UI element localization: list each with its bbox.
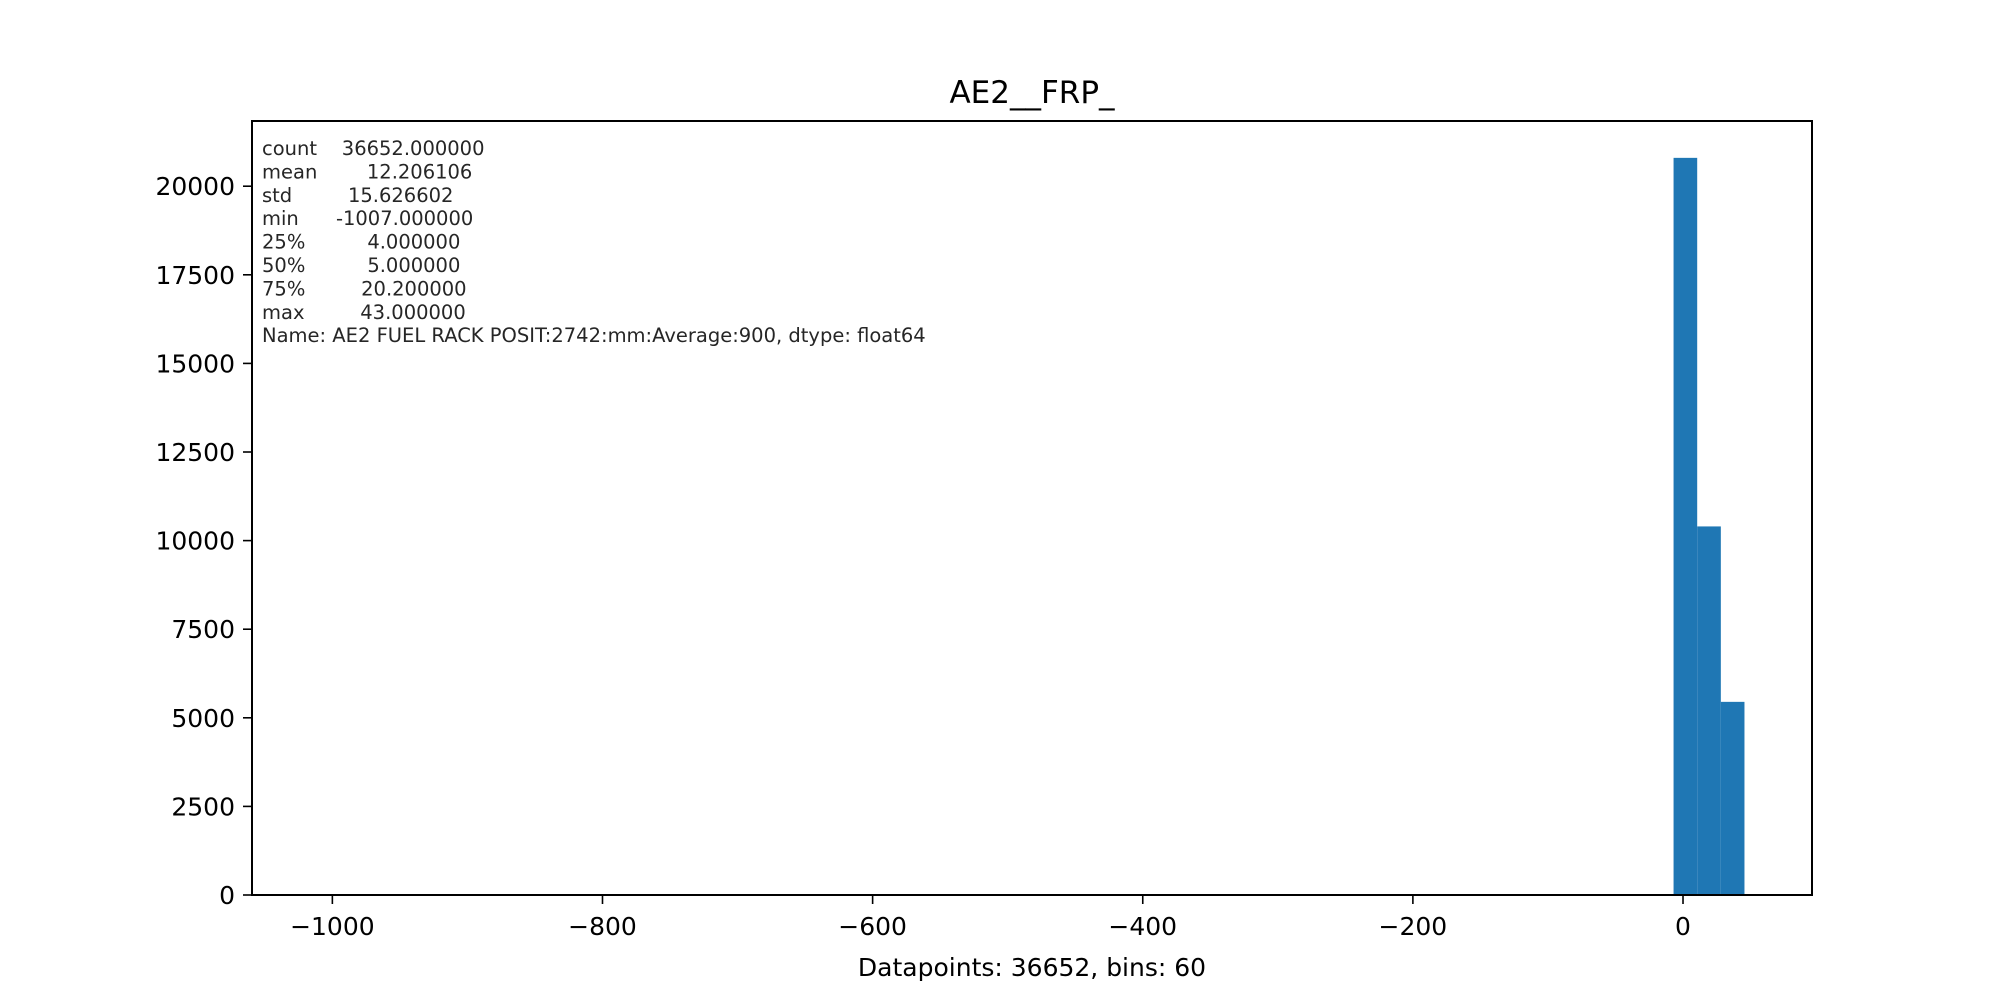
y-tick-label: 0	[219, 881, 235, 910]
x-tick-label: −400	[1108, 912, 1177, 941]
y-tick-label: 2500	[171, 792, 235, 821]
stats-line: min -1007.000000	[262, 207, 473, 230]
x-tick-label: −200	[1379, 912, 1448, 941]
stats-line: mean 12.206106	[262, 160, 472, 183]
stats-line: 75% 20.200000	[262, 277, 467, 300]
stats-line: 50% 5.000000	[262, 254, 460, 277]
histogram-bar-0	[1673, 157, 1698, 895]
x-axis: −1000 −800 −600 −400 −200 0	[290, 895, 1691, 941]
y-tick-label: 20000	[155, 172, 235, 201]
x-axis-label: Datapoints: 36652, bins: 60	[858, 953, 1206, 982]
stats-line: Name: AE2 FUEL RACK POSIT:2742:mm:Averag…	[262, 324, 926, 347]
stats-line: std 15.626602	[262, 184, 453, 207]
plot-frame	[251, 120, 1813, 896]
histogram-bars	[1673, 157, 1745, 895]
x-tick-label: −800	[568, 912, 637, 941]
y-tick-label: 17500	[155, 261, 235, 290]
x-tick-label: −600	[838, 912, 907, 941]
y-axis: 0 2500 5000 7500 10000 12500 15000 17500 20000	[155, 172, 252, 910]
y-tick-label: 12500	[155, 438, 235, 467]
y-tick-label: 15000	[155, 349, 235, 378]
y-tick-label: 7500	[171, 615, 235, 644]
stats-line: 25% 4.000000	[262, 231, 460, 254]
x-tick-label: −1000	[290, 912, 375, 941]
stats-line: count 36652.000000	[262, 137, 484, 160]
histogram-bar-2	[1720, 701, 1745, 895]
stats-line: max 43.000000	[262, 301, 466, 324]
histogram-bar-1	[1697, 526, 1721, 895]
y-tick-label: 5000	[171, 704, 235, 733]
chart-title: AE2__FRP_	[949, 75, 1115, 111]
y-tick-label: 10000	[155, 527, 235, 556]
x-tick-label: 0	[1675, 912, 1691, 941]
